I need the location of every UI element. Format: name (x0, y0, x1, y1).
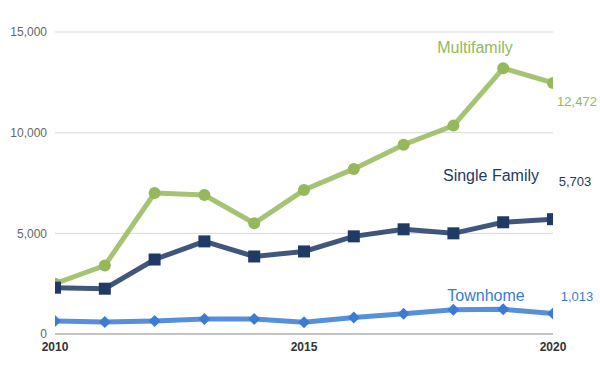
svg-text:Multifamily: Multifamily (437, 39, 513, 56)
svg-text:1,013: 1,013 (561, 289, 592, 304)
svg-text:5,703: 5,703 (559, 174, 592, 189)
svg-text:10,000: 10,000 (10, 126, 47, 140)
svg-text:Townhome: Townhome (447, 287, 524, 304)
svg-text:5,000: 5,000 (17, 227, 47, 241)
svg-text:12,472: 12,472 (557, 94, 592, 109)
svg-text:Single Family: Single Family (443, 167, 539, 184)
svg-text:15,000: 15,000 (10, 25, 47, 39)
svg-text:0: 0 (40, 327, 47, 341)
svg-text:2020: 2020 (540, 340, 567, 354)
svg-text:2015: 2015 (291, 340, 318, 354)
svg-text:2010: 2010 (42, 340, 69, 354)
